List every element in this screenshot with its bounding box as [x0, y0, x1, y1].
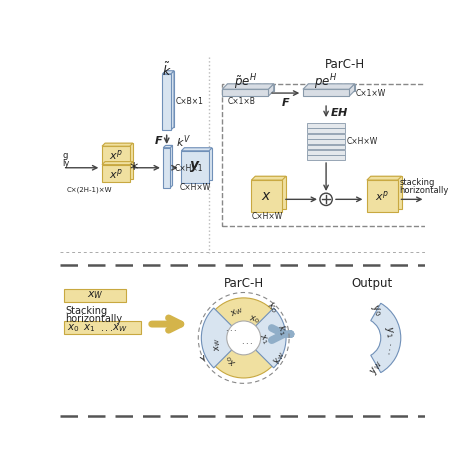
Bar [165, 71, 174, 127]
Text: ParC-H: ParC-H [325, 58, 365, 71]
Polygon shape [367, 176, 401, 180]
Text: $x_1$: $x_1$ [256, 332, 271, 347]
Bar [102, 146, 130, 164]
Polygon shape [222, 84, 273, 89]
Polygon shape [251, 176, 286, 180]
Polygon shape [163, 146, 173, 148]
Text: $x_0$: $x_0$ [248, 313, 261, 326]
Bar [163, 74, 171, 130]
Text: $y_0$: $y_0$ [368, 302, 384, 319]
Bar [307, 150, 346, 155]
Text: Stacking: Stacking [65, 306, 107, 316]
Bar [307, 123, 346, 128]
Text: $x^p$: $x^p$ [375, 189, 389, 203]
Text: ly: ly [63, 159, 70, 168]
Text: $k^V$: $k^V$ [176, 133, 191, 150]
Bar [371, 176, 401, 209]
Text: C×H×W: C×H×W [347, 137, 378, 146]
Text: C×B×1: C×B×1 [175, 97, 203, 106]
Text: C×(2H-1)×W: C×(2H-1)×W [66, 186, 112, 192]
Polygon shape [182, 148, 212, 151]
Text: $x_W$: $x_W$ [229, 304, 246, 320]
Circle shape [320, 193, 332, 206]
Text: $x^p$: $x^p$ [109, 148, 123, 163]
Text: $y_W$: $y_W$ [367, 358, 385, 377]
Wedge shape [371, 303, 401, 373]
Text: Output: Output [352, 277, 393, 290]
Bar [307, 128, 346, 133]
Text: C×H×W: C×H×W [180, 182, 211, 191]
Text: $\tilde{p}e^H$: $\tilde{p}e^H$ [234, 73, 257, 92]
Text: $...$: $...$ [241, 337, 254, 346]
Bar [165, 146, 173, 185]
Text: $x^p$: $x^p$ [109, 167, 123, 181]
Text: C×H×1: C×H×1 [174, 164, 203, 173]
Text: $\boldsymbol{F}$: $\boldsymbol{F}$ [154, 134, 164, 146]
Text: $pe^H$: $pe^H$ [314, 73, 337, 92]
Polygon shape [349, 84, 355, 96]
Text: $x_0$: $x_0$ [224, 352, 239, 367]
Text: $x_1$: $x_1$ [83, 322, 95, 334]
Bar [222, 89, 268, 96]
Text: g: g [63, 151, 68, 160]
Bar [307, 139, 346, 144]
Bar [307, 155, 346, 160]
Text: $y_1$: $y_1$ [382, 325, 395, 338]
Bar [228, 84, 273, 91]
Polygon shape [303, 84, 355, 89]
Text: $x_W$: $x_W$ [112, 322, 128, 334]
Bar [255, 176, 286, 209]
Bar [303, 89, 349, 96]
Text: $x_W$: $x_W$ [211, 336, 224, 352]
Text: $...$: $...$ [383, 341, 394, 356]
Bar [105, 162, 133, 179]
Text: C×H×W: C×H×W [251, 212, 283, 221]
Polygon shape [170, 146, 173, 188]
Bar [105, 143, 133, 161]
Wedge shape [201, 308, 233, 368]
Text: horizontally: horizontally [65, 314, 122, 324]
Text: $x_W$: $x_W$ [87, 290, 103, 301]
Polygon shape [171, 71, 174, 130]
Circle shape [227, 321, 261, 355]
Text: $\boldsymbol{EH}$: $\boldsymbol{EH}$ [330, 106, 348, 118]
Text: $\tilde{k}$: $\tilde{k}$ [162, 61, 172, 79]
Bar [251, 180, 282, 212]
Bar [182, 151, 209, 183]
Polygon shape [268, 84, 273, 96]
Polygon shape [163, 71, 174, 74]
Text: $k_W$: $k_W$ [271, 348, 287, 366]
Polygon shape [102, 162, 133, 164]
Bar [163, 148, 170, 188]
Bar [309, 84, 355, 91]
Text: C×1×B: C×1×B [228, 97, 255, 106]
Text: horizontally: horizontally [399, 186, 448, 195]
Bar [307, 134, 346, 138]
Text: stacking: stacking [399, 178, 435, 187]
Text: $\boldsymbol{F}$: $\boldsymbol{F}$ [281, 96, 290, 109]
Bar [307, 145, 346, 149]
Circle shape [204, 298, 284, 378]
Text: $x_0$: $x_0$ [67, 322, 80, 334]
Text: ParC-H: ParC-H [224, 277, 264, 290]
Text: $*$: $*$ [129, 159, 139, 177]
Text: $...$: $...$ [225, 324, 237, 333]
Polygon shape [102, 143, 133, 146]
Text: C×1×W: C×1×W [356, 89, 385, 98]
FancyBboxPatch shape [64, 289, 126, 302]
Bar [102, 164, 130, 182]
FancyBboxPatch shape [64, 321, 141, 334]
Text: $x$: $x$ [262, 189, 272, 203]
Wedge shape [255, 308, 286, 368]
Bar [367, 180, 398, 212]
Bar [184, 148, 212, 180]
Text: $\boldsymbol{y}$: $\boldsymbol{y}$ [190, 159, 201, 174]
Text: $k_1$: $k_1$ [274, 323, 290, 337]
Text: $...$: $...$ [100, 323, 115, 333]
Text: $k_0$: $k_0$ [264, 300, 281, 316]
